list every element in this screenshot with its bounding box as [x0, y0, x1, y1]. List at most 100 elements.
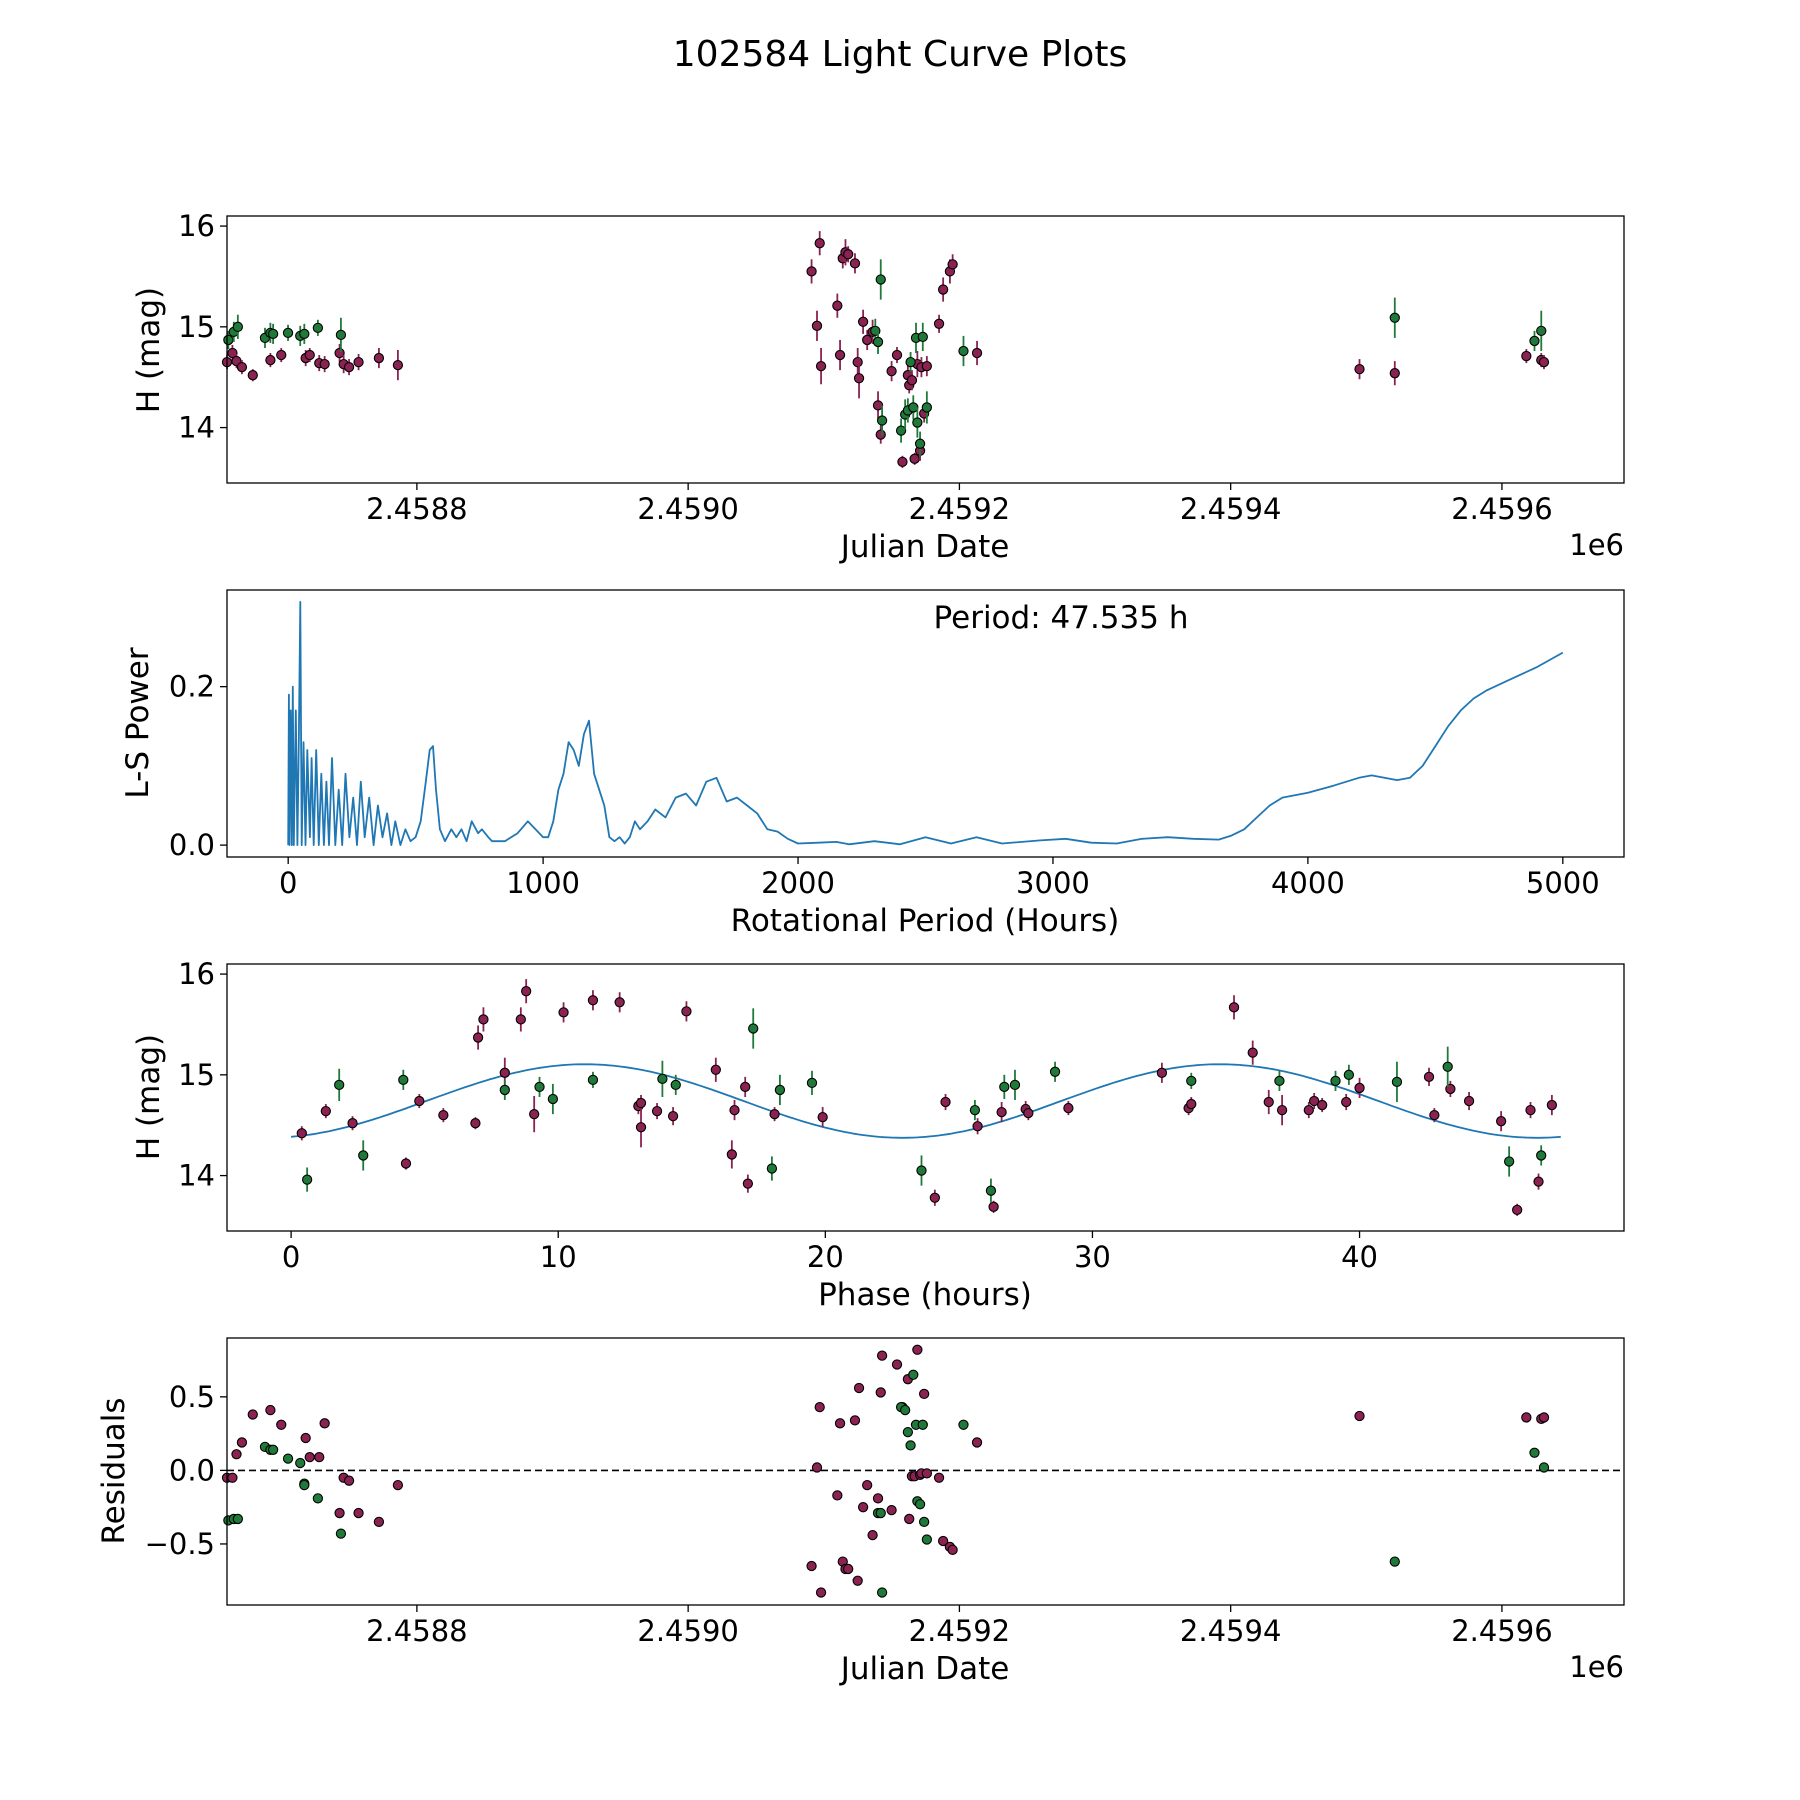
lightcurve-point-g [917, 331, 928, 343]
residuals-point-r [814, 1401, 825, 1413]
phased-x-tick-label: 30 [1074, 1240, 1111, 1274]
phased-point-r [1495, 1116, 1507, 1127]
lightcurve-point-r [392, 359, 404, 371]
residuals-x-tick-label: 2.4596 [1451, 1614, 1552, 1648]
lightcurve-point-r [933, 318, 945, 329]
lightcurve-point-r [909, 453, 920, 464]
residuals-point-r [1354, 1410, 1365, 1422]
residuals-point-r [1538, 1412, 1550, 1423]
phased-point-r [1525, 1104, 1536, 1116]
lightcurve-y-label: H (mag) [131, 287, 167, 413]
phased-point-r [1023, 1107, 1034, 1119]
lightcurve-point-r [1354, 363, 1365, 375]
phased-point-g [398, 1074, 409, 1086]
residuals-y-tick-label: 0.5 [169, 1380, 215, 1414]
phased-point-r [988, 1201, 999, 1212]
phased-point-r [1533, 1176, 1544, 1187]
residuals-point-r [343, 1475, 355, 1486]
phased-point-r [817, 1111, 828, 1123]
phased-y-tick-label: 14 [178, 1159, 215, 1193]
phased-point-g [1503, 1156, 1515, 1167]
residuals-point-r [300, 1432, 311, 1444]
residuals-point-r [921, 1468, 933, 1479]
lightcurve-point-g [921, 402, 933, 413]
residuals-point-r [373, 1516, 385, 1528]
phased-x-tick-label: 20 [807, 1240, 844, 1274]
lightcurve-point-g [958, 345, 969, 357]
lightcurve-point-g [223, 334, 234, 346]
phased-point-r [726, 1149, 737, 1160]
lightcurve-point-r [862, 334, 873, 346]
residuals-point-g [902, 1426, 914, 1438]
phased-x-tick-label: 0 [282, 1240, 300, 1274]
phased-point-g [1274, 1075, 1285, 1087]
lightcurve-point-r [265, 354, 276, 366]
phased-point-r [1263, 1096, 1274, 1108]
periodogram-x-tick-label: 4000 [1271, 866, 1345, 900]
residuals-point-r [849, 1415, 861, 1426]
residuals-x-label: Julian Date [839, 1651, 1010, 1687]
phased-point-g [547, 1093, 559, 1105]
residuals-point-g [1389, 1556, 1400, 1567]
residuals-point-g [905, 1440, 916, 1451]
phased-point-r [1156, 1067, 1168, 1078]
phased-point-g [985, 1185, 997, 1196]
phased-x-tick-label: 40 [1341, 1240, 1378, 1274]
phased-point-r [320, 1105, 331, 1117]
lightcurve-point-g [1389, 312, 1400, 323]
phased-point-r [529, 1108, 540, 1120]
lightcurve-x-label: Julian Date [839, 529, 1010, 565]
phased-y-label: H (mag) [131, 1034, 167, 1160]
phased-point-r [929, 1192, 940, 1203]
periodogram-y-ticks: 0.0 0.2 [169, 670, 227, 862]
lightcurve-x-tick-label: 2.4596 [1451, 492, 1552, 526]
residuals-point-r [912, 1344, 923, 1355]
phased-point-r [651, 1105, 663, 1117]
periodogram-y-label: L-S Power [120, 647, 156, 798]
phased-point-g [358, 1150, 369, 1161]
phased-point-r [1423, 1071, 1435, 1082]
residuals-axes-frame [226, 1337, 1625, 1606]
phased-point-r [635, 1122, 647, 1133]
phased-point-g [1009, 1079, 1021, 1091]
residuals-point-g [958, 1419, 969, 1430]
residuals-point-r [314, 1452, 325, 1463]
lightcurve-x-offset: 1e6 [1569, 528, 1624, 562]
lightcurve-point-r [886, 366, 897, 377]
phased-point-g [916, 1165, 927, 1176]
residuals-point-r [918, 1388, 930, 1400]
lightcurve-axes-frame [226, 215, 1625, 484]
residuals-marks [221, 1344, 1624, 1598]
phased-point-g [766, 1163, 778, 1174]
phased-point-r [296, 1128, 307, 1139]
phased-point-r [1546, 1099, 1558, 1111]
residuals-x-offset: 1e6 [1569, 1650, 1624, 1684]
periodogram-y-tick-label: 0.0 [169, 828, 215, 862]
residuals-x-tick-label: 2.4590 [637, 1614, 738, 1648]
residuals-point-r [843, 1563, 854, 1575]
lightcurve-y-tick-label: 16 [178, 209, 215, 243]
lightcurve-point-r [937, 284, 949, 295]
lightcurve-point-r [852, 356, 863, 368]
periodogram-panel: 0 1000 2000 3000 4000 5000 0.0 0.2 Period: 47.… [120, 589, 1625, 939]
lightcurve-point-r [832, 300, 843, 311]
phased-point-g [534, 1081, 545, 1093]
phased-point-g [670, 1079, 681, 1091]
phased-axes-frame [226, 963, 1625, 1232]
phased-point-r [710, 1064, 721, 1075]
phased-point-r [472, 1032, 484, 1043]
phased-point-g [1536, 1150, 1547, 1161]
residuals-y-tick-label: 0.0 [169, 1453, 215, 1487]
lightcurve-point-r [227, 347, 238, 359]
lightcurve-x-tick-label: 2.4588 [366, 492, 467, 526]
residuals-point-r [857, 1502, 869, 1513]
lightcurve-point-g [299, 328, 310, 340]
residuals-y-label: Residuals [96, 1397, 132, 1544]
residuals-point-r [971, 1437, 983, 1448]
lightcurve-point-r [849, 258, 861, 269]
lightcurve-point-r [897, 456, 908, 467]
phased-marks [291, 979, 1561, 1216]
phased-point-r [414, 1095, 425, 1107]
lightcurve-point-r [1389, 368, 1400, 379]
phased-point-g [774, 1084, 786, 1096]
